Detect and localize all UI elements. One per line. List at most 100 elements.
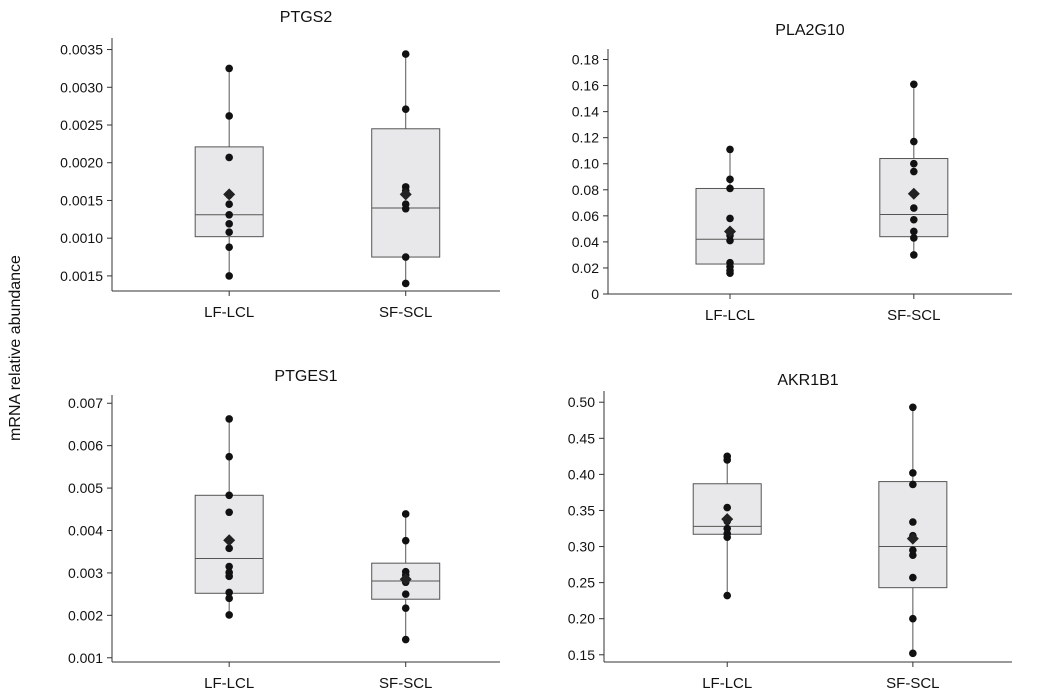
data-point (225, 220, 233, 228)
data-point (225, 228, 233, 236)
box-group (692, 452, 762, 600)
y-tick-label: 0.04 (572, 234, 599, 250)
y-tick-label: 0.0015 (60, 268, 103, 284)
y-tick-label: 0.004 (68, 523, 103, 539)
data-point (910, 80, 918, 89)
x-tick-label: SF-SCL (886, 675, 939, 692)
mean-marker (399, 573, 412, 586)
y-tick-label: 0.20 (568, 611, 595, 627)
box-group (695, 145, 765, 277)
data-point (909, 614, 917, 623)
chart-title: PTGS2 (280, 9, 333, 26)
data-point (909, 403, 917, 412)
y-tick-label: 0.0020 (60, 155, 103, 171)
data-point (909, 469, 917, 477)
x-tick-label: LF-LCL (204, 304, 254, 321)
box-group (194, 415, 264, 619)
data-point (225, 153, 233, 162)
data-point (726, 145, 734, 154)
y-tick-label: 0.14 (572, 104, 599, 120)
data-point (225, 508, 233, 517)
data-point (225, 562, 233, 571)
mean-marker (724, 225, 737, 238)
y-tick-label: 0.16 (572, 78, 599, 94)
data-point (401, 204, 410, 213)
box-group (371, 510, 441, 644)
chart-title: PTGES1 (274, 368, 337, 385)
data-point (225, 243, 233, 252)
data-point (909, 573, 917, 582)
y-tick-label: 0.0025 (60, 117, 103, 133)
box-group (878, 403, 948, 658)
y-tick-label: 0.001 (68, 650, 103, 666)
mean-marker (223, 534, 236, 547)
mean-marker (907, 187, 920, 200)
y-tick-label: 0.006 (68, 438, 103, 454)
box-group (371, 50, 441, 288)
y-axis-label: mRNA relative abundance (7, 255, 24, 441)
data-point (910, 234, 918, 242)
data-point (726, 175, 734, 184)
x-tick-label: SF-SCL (379, 304, 432, 321)
chart-panel-1: PTGS2 0.0015 0.0010 0.0015 0.0020 0.0025 0.003… (60, 9, 500, 321)
y-tick-label: 0.002 (68, 607, 103, 623)
x-tick-label: SF-SCL (379, 675, 432, 692)
x-tick-label: LF-LCL (204, 675, 254, 692)
y-tick-label: 0.007 (68, 395, 103, 411)
data-point (909, 480, 917, 489)
data-point (723, 456, 732, 464)
y-tick-label: 0.25 (568, 575, 595, 591)
data-point (225, 210, 233, 219)
mean-marker (906, 532, 919, 545)
chart-panel-3: PTGES1 0.001 0.002 0.003 0.004 0.005 0.006 0.00… (68, 368, 500, 692)
data-point (225, 572, 233, 581)
data-point (726, 269, 734, 277)
y-tick-label: 0.003 (68, 565, 103, 581)
y-tick-label: 0.40 (568, 466, 595, 482)
data-point (401, 635, 410, 644)
y-tick-label: 0.0035 (60, 42, 103, 58)
data-point (401, 604, 410, 612)
data-point (401, 279, 410, 288)
y-tick-label: 0.06 (572, 208, 599, 224)
data-point (726, 184, 734, 193)
data-point (723, 503, 732, 512)
data-point (225, 491, 233, 500)
data-point (225, 200, 233, 209)
data-point (401, 105, 410, 113)
x-tick-label: LF-LCL (705, 307, 755, 324)
box-group (879, 80, 949, 259)
data-point (225, 415, 233, 423)
y-tick-label: 0.005 (68, 480, 103, 496)
y-tick-label: 0.10 (572, 156, 599, 172)
y-tick-label: 0.12 (572, 130, 599, 146)
data-point (225, 544, 233, 553)
y-tick-label: 0 (591, 286, 599, 302)
mean-marker (223, 188, 236, 201)
chart-title: AKR1B1 (777, 372, 838, 389)
box-group (194, 64, 264, 280)
data-point (909, 649, 917, 658)
data-point (726, 214, 734, 223)
data-point (225, 64, 233, 73)
data-point (910, 167, 918, 176)
data-point (910, 251, 918, 259)
y-tick-label: 0.45 (568, 430, 595, 446)
data-point (726, 236, 734, 245)
x-tick-label: SF-SCL (887, 307, 940, 324)
y-tick-label: 0.15 (568, 647, 595, 663)
y-tick-label: 0.35 (568, 502, 595, 518)
data-point (910, 204, 918, 212)
chart-panel-4: AKR1B1 0.15 0.20 0.25 0.30 0.35 0.40 0.45 0.50 LF… (568, 372, 1012, 692)
y-tick-label: 0.0015 (60, 192, 103, 208)
y-tick-label: 0.30 (568, 539, 595, 555)
y-tick-label: 0.0010 (60, 230, 103, 246)
data-point (225, 588, 233, 597)
y-tick-label: 0.18 (572, 52, 599, 68)
data-point (909, 551, 917, 559)
data-point (401, 253, 410, 261)
chart-panel-2: PLA2G10 0 0.02 0.04 0.06 0.08 0.10 0.12 0.14 0.16… (572, 22, 1012, 324)
data-point (401, 510, 410, 518)
chart-title: PLA2G10 (775, 22, 844, 39)
